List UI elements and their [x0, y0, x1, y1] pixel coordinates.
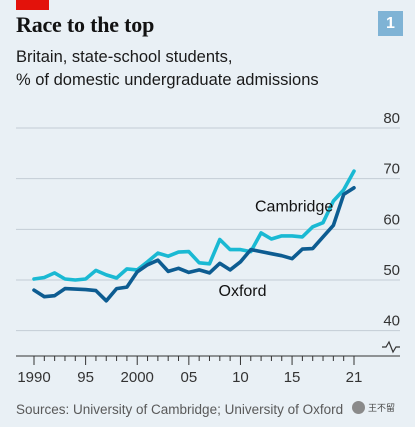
y-tick-label-80: 80	[383, 110, 400, 127]
chart-subtitle: Britain, state-school students, % of dom…	[16, 46, 319, 92]
brand-tag	[16, 0, 49, 10]
y-tick-label-70: 70	[383, 161, 400, 178]
chart-title: Race to the top	[16, 12, 155, 37]
y-tick-label-50: 50	[383, 262, 400, 279]
x-tick-label-1990: 1990	[17, 369, 50, 386]
subtitle-line-1: Britain, state-school students,	[16, 48, 233, 66]
watermark-text: 王不留	[368, 403, 396, 413]
x-tick-label-2010: 10	[232, 369, 249, 386]
x-tick-label-2015: 15	[284, 369, 301, 386]
watermark-icon	[352, 401, 365, 414]
y-tick-label-40: 40	[383, 313, 400, 330]
series-label-cambridge: Cambridge	[255, 199, 333, 216]
subtitle-line-2: % of domestic undergraduate admissions	[16, 71, 319, 89]
y-tick-label-60: 60	[383, 211, 400, 228]
x-tick-label-2000: 2000	[121, 369, 154, 386]
series-line-oxford	[32, 186, 356, 303]
x-tick-label-2021: 21	[346, 369, 363, 386]
watermark: 王不留	[352, 401, 395, 414]
series-line-cambridge	[32, 169, 356, 282]
x-tick-label-2005: 05	[180, 369, 197, 386]
x-tick-label-1995: 95	[77, 369, 94, 386]
source-note: Sources: University of Cambridge; Univer…	[16, 402, 344, 417]
chart-number-badge: 1	[378, 11, 403, 36]
axis-break-icon	[382, 340, 400, 354]
series-label-oxford: Oxford	[219, 283, 267, 300]
